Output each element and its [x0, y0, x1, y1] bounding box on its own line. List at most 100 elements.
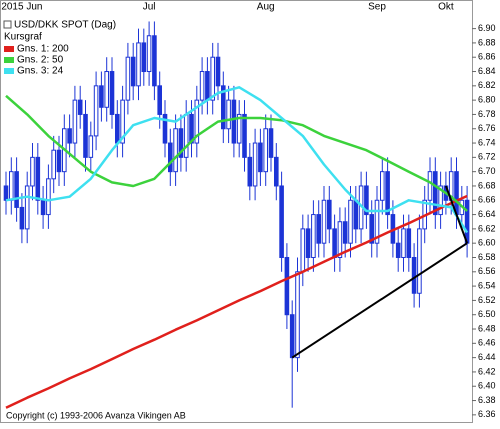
candle-body	[67, 128, 72, 144]
candle-body	[215, 56, 221, 87]
candle-body	[406, 228, 412, 258]
trend-line	[444, 185, 469, 244]
candle-body	[77, 99, 83, 115]
x-tick-label: Okt	[438, 2, 454, 13]
candle-body	[115, 113, 120, 144]
candle-body	[316, 214, 321, 244]
legend-label: Kursgraf	[4, 32, 42, 43]
y-tick-label: 6.36	[478, 409, 496, 419]
y-tick-label: 6.70	[478, 166, 496, 176]
legend-box	[2, 16, 110, 80]
legend-label: Gns. 2: 50	[17, 55, 64, 66]
candle-body	[99, 85, 104, 108]
y-tick-label: 6.44	[478, 352, 496, 362]
y-tick-label: 6.56	[478, 266, 496, 276]
legend-title: USD/DKK SPOT (Dag)	[14, 20, 116, 31]
candle-body	[348, 199, 353, 244]
candle-body	[268, 128, 274, 158]
candle-body	[9, 171, 14, 201]
candle-body	[300, 228, 306, 273]
candle-body	[401, 228, 406, 258]
legend-swatch	[4, 57, 14, 63]
candle-body	[93, 85, 99, 137]
y-tick-label: 6.76	[478, 123, 496, 133]
candle-body	[205, 71, 210, 101]
legend-swatch	[4, 46, 14, 52]
candle-body	[3, 185, 9, 201]
trend-line	[291, 242, 468, 359]
candle-body	[130, 56, 136, 87]
candle-body	[125, 56, 131, 101]
y-tick-label: 6.54	[478, 280, 496, 290]
candle-body	[236, 113, 242, 144]
candle-body	[19, 206, 25, 230]
candle-body	[321, 199, 327, 244]
candle-body	[252, 142, 258, 187]
candle-body	[199, 71, 205, 101]
candle-body	[380, 171, 385, 201]
candle-body	[136, 42, 141, 87]
candle-body	[226, 99, 231, 130]
candle-body	[109, 71, 115, 115]
y-tick-label: 6.62	[478, 223, 496, 233]
y-tick-label: 6.68	[478, 180, 496, 190]
candle-body	[46, 178, 51, 216]
candle-body	[289, 314, 295, 359]
candle-body	[221, 85, 226, 130]
candle-body	[72, 99, 78, 144]
candle-body	[274, 156, 279, 187]
y-tick-label: 6.64	[478, 209, 496, 219]
x-tick-label: 2015 Jun	[1, 2, 42, 13]
candle-body	[104, 71, 110, 108]
candle-body	[40, 199, 46, 216]
y-tick-label: 6.48	[478, 323, 496, 333]
candle-body	[433, 171, 438, 216]
y-tick-label: 6.88	[478, 37, 496, 47]
y-tick-label: 6.50	[478, 309, 496, 319]
candle-body	[35, 156, 41, 201]
candle-body	[385, 171, 390, 216]
candle-body	[258, 142, 263, 173]
candle-body	[332, 228, 337, 258]
legend-label: Gns. 1: 200	[17, 44, 69, 55]
candle-body	[14, 171, 19, 208]
candle-body	[183, 113, 189, 158]
y-tick-label: 6.42	[478, 366, 496, 376]
candle-body	[295, 271, 300, 359]
moving-average-line	[5, 94, 468, 212]
y-tick-label: 6.82	[478, 80, 496, 90]
x-tick-label: Sep	[368, 2, 386, 13]
candle-body	[152, 35, 157, 87]
candle-body	[311, 214, 316, 258]
moving-average-line	[5, 86, 469, 234]
x-tick-label: Jul	[143, 2, 156, 13]
y-tick-label: 6.58	[478, 252, 496, 262]
candle-body	[162, 113, 168, 144]
candle-body	[327, 199, 332, 230]
candle-body	[247, 156, 253, 187]
y-tick-label: 6.78	[478, 109, 496, 119]
candle-body	[284, 256, 290, 316]
y-tick-label: 6.74	[478, 137, 496, 147]
candle-body	[438, 185, 443, 216]
candle-body	[305, 228, 311, 258]
candle-body	[120, 99, 125, 144]
y-tick-label: 6.46	[478, 338, 496, 348]
candle-body	[146, 35, 152, 73]
candle-body	[231, 99, 237, 144]
y-tick-label: 6.80	[478, 95, 496, 105]
candle-body	[210, 56, 215, 101]
candle-body	[88, 135, 94, 158]
x-tick-label: Aug	[257, 2, 275, 13]
y-tick-label: 6.40	[478, 381, 496, 391]
y-tick-label: 6.52	[478, 295, 496, 305]
y-tick-label: 6.66	[478, 195, 496, 205]
candle-body	[353, 199, 359, 230]
y-tick-label: 6.84	[478, 66, 496, 76]
candle-body	[464, 199, 470, 244]
legend-icon	[3, 20, 12, 29]
candle-body	[56, 149, 62, 173]
footer: Copyright (c) 1993-2006 Avanza Vikingen …	[6, 410, 186, 420]
